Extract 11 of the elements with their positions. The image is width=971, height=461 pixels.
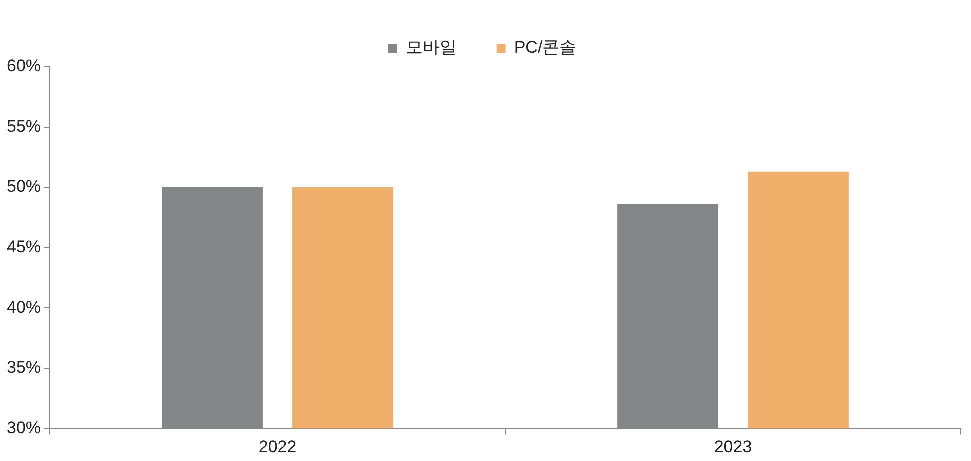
y-tick-label: 55% [6,116,42,136]
x-tick-label: 2023 [714,437,752,456]
y-tick-label: 35% [6,358,42,378]
y-tick-label: 50% [6,177,42,196]
y-tick-label: 40% [6,298,42,317]
y-tick-label: 45% [6,237,42,256]
legend-label: 모바일 [406,38,457,58]
y-tick-label: 60% [6,56,42,76]
legend-label: PC/콘솔 [514,38,577,58]
y-tick-label: 30% [6,418,42,438]
x-tick-label: 2022 [258,437,297,456]
